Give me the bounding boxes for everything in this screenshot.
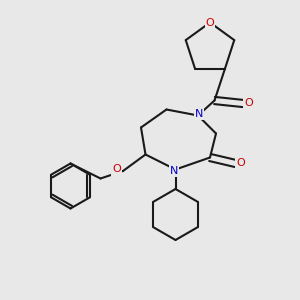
Text: O: O — [206, 17, 214, 28]
Text: N: N — [170, 166, 178, 176]
Text: O: O — [244, 98, 253, 109]
Text: O: O — [112, 164, 121, 175]
Text: N: N — [195, 109, 203, 119]
Text: O: O — [236, 158, 245, 169]
